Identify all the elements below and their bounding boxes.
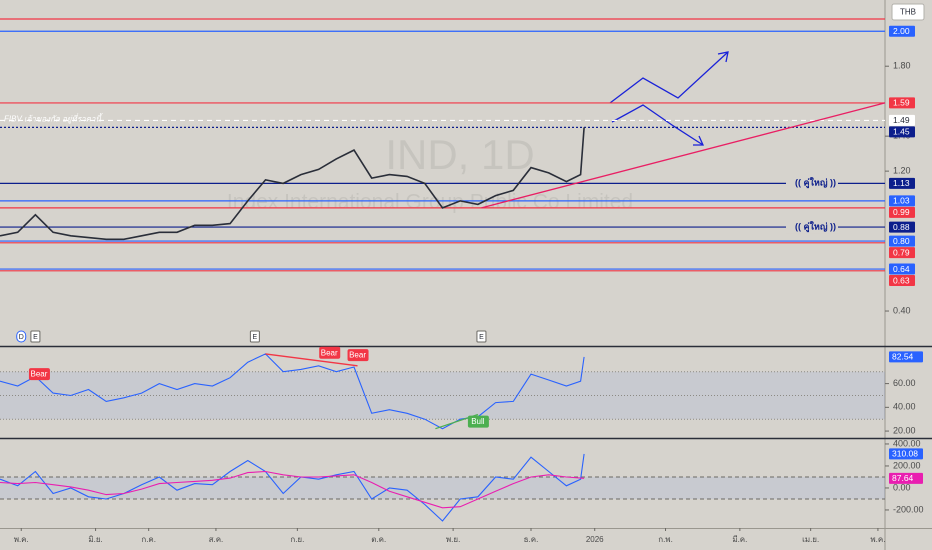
forecast-arrow-down (611, 104, 704, 146)
signal-label: Bear (349, 351, 366, 360)
level-note-bg (786, 221, 838, 234)
y-tick-label: 60.00 (893, 378, 916, 388)
y-tick-label: 400.00 (893, 438, 921, 448)
arrow-head (717, 51, 729, 63)
signal-badge (347, 349, 369, 362)
level-label-bg (889, 126, 915, 138)
series-line (0, 353, 585, 430)
x-tick-label: ธ.ค. (524, 535, 539, 544)
level-label: 0.99 (893, 207, 910, 217)
x-tick-label: ต.ค. (371, 535, 386, 544)
level-label: 0.63 (893, 275, 910, 285)
signal-badge (28, 368, 50, 381)
event-label: E (479, 334, 484, 341)
level-label: 1.45 (893, 127, 910, 137)
x-tick-label: ก.ย. (290, 535, 304, 544)
y-tick-label: 0.00 (893, 482, 911, 492)
x-tick-label: มี.ค. (732, 535, 747, 544)
level-label-bg (889, 97, 915, 109)
level-label-bg (889, 25, 915, 37)
series-line (0, 470, 585, 509)
last-value-label: 82.54 (892, 352, 914, 362)
event-marker (30, 330, 41, 343)
x-tick-label: พ.ค. (14, 535, 29, 544)
last-value-label: 87.64 (892, 473, 914, 483)
level-label: 1.59 (893, 98, 910, 108)
signal-label: Bear (30, 370, 47, 379)
y-tick-label: 200.00 (893, 460, 921, 470)
trendline (481, 102, 886, 209)
level-label: 1.03 (893, 196, 910, 206)
last-value-bg (889, 351, 923, 363)
level-label: 0.80 (893, 236, 910, 246)
level-note: (( คู่ใหญ่ )) (795, 220, 836, 232)
watermark-title: IND, 1D (385, 131, 534, 178)
signal-label: Bear (321, 348, 338, 357)
level-label-bg (889, 221, 915, 233)
x-tick-label: ก.ค. (141, 535, 156, 544)
x-tick-label: ส.ค. (209, 535, 224, 544)
level-note-bg (786, 177, 838, 190)
signal-label: Bull (471, 417, 485, 426)
level-label: 0.64 (893, 264, 910, 274)
y-tick-label: 40.00 (893, 402, 916, 412)
last-value-bg (889, 448, 923, 460)
arrow-head (693, 135, 705, 146)
x-tick-label: 2026 (586, 535, 604, 544)
level-note: (( คู่ใหญ่ )) (795, 177, 836, 189)
x-tick-label: ก.พ. (658, 535, 673, 544)
level-label: 0.88 (893, 222, 910, 232)
signal-badge (319, 346, 341, 359)
level-label-bg (889, 235, 915, 247)
level-annotation: FIBV เจ้าของกัล อยู่ที่ราคานี้ (4, 113, 104, 125)
x-tick-label: เม.ย. (802, 535, 819, 544)
series-line (0, 127, 585, 241)
x-tick-label: มิ.ย. (88, 535, 102, 544)
last-value-label: 310.08 (892, 449, 918, 459)
level-label: 0.79 (893, 247, 910, 257)
level-label-bg (889, 206, 915, 218)
x-tick-label: พ.ค. (870, 535, 885, 544)
currency: THB (900, 8, 916, 17)
y-tick-label: -200.00 (893, 504, 924, 514)
event-label: E (33, 334, 38, 341)
x-tick-label: พ.ย. (446, 535, 460, 544)
forecast-arrows (609, 51, 729, 146)
cci-band (0, 476, 885, 499)
watermark-subtitle: Index International Group Public Co Limi… (227, 191, 633, 214)
level-label: 1.49 (893, 115, 910, 125)
y-tick-label: 20.00 (893, 425, 916, 435)
event-label: E (253, 334, 258, 341)
y-tick-label: 0.40 (893, 305, 911, 315)
event-label: D (19, 334, 24, 341)
last-value-bg (889, 472, 923, 484)
event-marker (249, 330, 260, 343)
level-label-bg (889, 275, 915, 287)
currency-badge[interactable] (891, 3, 925, 21)
level-label-bg (889, 247, 915, 259)
level-label-bg (889, 177, 915, 189)
level-label: 1.13 (893, 178, 910, 188)
level-label-bg (889, 114, 915, 126)
forecast-arrow-up (609, 51, 729, 104)
y-tick-label: 1.80 (893, 61, 911, 71)
event-marker (16, 330, 27, 343)
signal-badge (467, 415, 489, 428)
divergence-line (265, 353, 358, 367)
y-tick-label: 1.20 (893, 166, 911, 176)
event-marker (476, 330, 487, 343)
level-label: 2.00 (893, 26, 910, 36)
level-label-bg (889, 263, 915, 275)
level-label-bg (889, 195, 915, 207)
